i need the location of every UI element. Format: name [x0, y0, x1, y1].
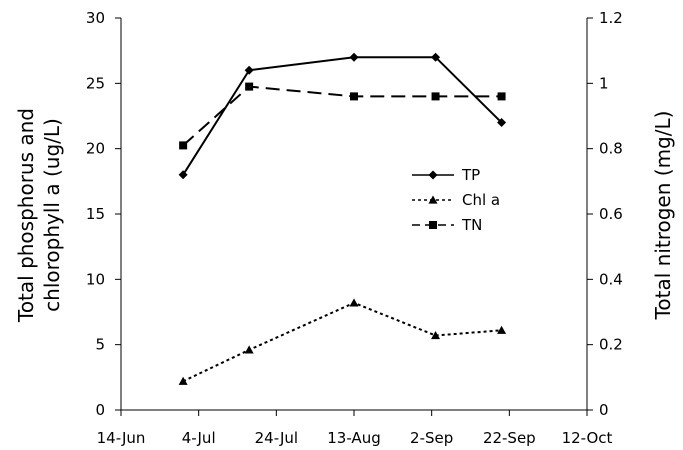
x-tick-label: 2-Sep: [410, 429, 453, 447]
legend-item-chl-a: Chl a: [412, 191, 500, 209]
y-right-tick-label: 0: [599, 401, 609, 419]
series-chl-a: [178, 298, 507, 385]
y-right-axis-title: Total nitrogen (mg/L): [651, 111, 675, 321]
y-left-tick-label: 5: [95, 336, 105, 354]
data-point-tn: [497, 92, 506, 101]
series-line-tn: [182, 85, 502, 147]
legend-marker-tn: [429, 221, 437, 229]
y-left-tick-label: 0: [95, 401, 105, 419]
data-point-chl-a: [178, 376, 188, 385]
y-right-tick-label: 0.2: [599, 336, 623, 354]
x-tick-label: 22-Sep: [483, 429, 536, 447]
legend-label-tp: TP: [461, 166, 480, 184]
data-point-chl-a: [431, 331, 441, 340]
y-right-tick-label: 0.4: [599, 270, 623, 288]
data-point-tp: [497, 118, 507, 128]
y-right-tick-label: 1: [599, 74, 609, 92]
data-point-chl-a: [497, 325, 507, 334]
legend-label-tn: TN: [461, 216, 482, 234]
data-point-tn: [245, 82, 254, 91]
x-tick-label: 24-Jul: [255, 429, 298, 447]
legend-label-chl-a: Chl a: [462, 191, 500, 209]
legend-box: [405, 159, 505, 240]
y-left-tick-label: 20: [86, 140, 105, 158]
series-tp: [178, 52, 507, 180]
y-left-axis-title-line2: chlorophyll a (ug/L): [40, 118, 64, 312]
y-right-tick-label: 1.2: [599, 9, 623, 27]
series-line-tp: [182, 56, 503, 176]
y-left-axis-title-line1: Total phosphorus and: [14, 108, 38, 323]
data-point-tp: [349, 52, 359, 62]
y-right-tick-label: 0.8: [599, 140, 623, 158]
legend-item-tn: TN: [412, 216, 482, 234]
legend-marker-tp: [428, 170, 438, 180]
series-group: [178, 52, 507, 385]
x-tick-label: 14-Jun: [97, 429, 146, 447]
data-point-tn: [431, 92, 440, 101]
y-left-tick-label: 25: [86, 74, 105, 92]
data-point-tp: [431, 52, 441, 62]
data-point-tp: [178, 170, 188, 180]
y-left-tick-label: 30: [86, 9, 105, 27]
series-line-chl-a: [182, 301, 502, 383]
y-left-tick-label: 10: [86, 270, 105, 288]
data-point-tn: [179, 141, 188, 150]
legend-marker-chl-a: [428, 195, 438, 204]
legend: TP Chl a TN: [405, 159, 505, 240]
series-tn: [179, 82, 506, 150]
y-left-tick-label: 15: [86, 205, 105, 223]
data-point-chl-a: [244, 345, 254, 354]
data-point-chl-a: [349, 298, 359, 307]
x-tick-label: 13-Aug: [327, 429, 380, 447]
x-tick-label: 4-Jul: [182, 429, 216, 447]
axes-group: 14-Jun 4-Jul 24-Jul 13-Aug 2-Sep 22-Sep 12-Oct…: [86, 9, 623, 447]
data-point-tp: [244, 65, 254, 75]
x-tick-label: 12-Oct: [562, 429, 613, 447]
y-right-tick-label: 0.6: [599, 205, 623, 223]
legend-item-tp: TP: [412, 166, 480, 184]
data-point-tn: [350, 92, 358, 101]
